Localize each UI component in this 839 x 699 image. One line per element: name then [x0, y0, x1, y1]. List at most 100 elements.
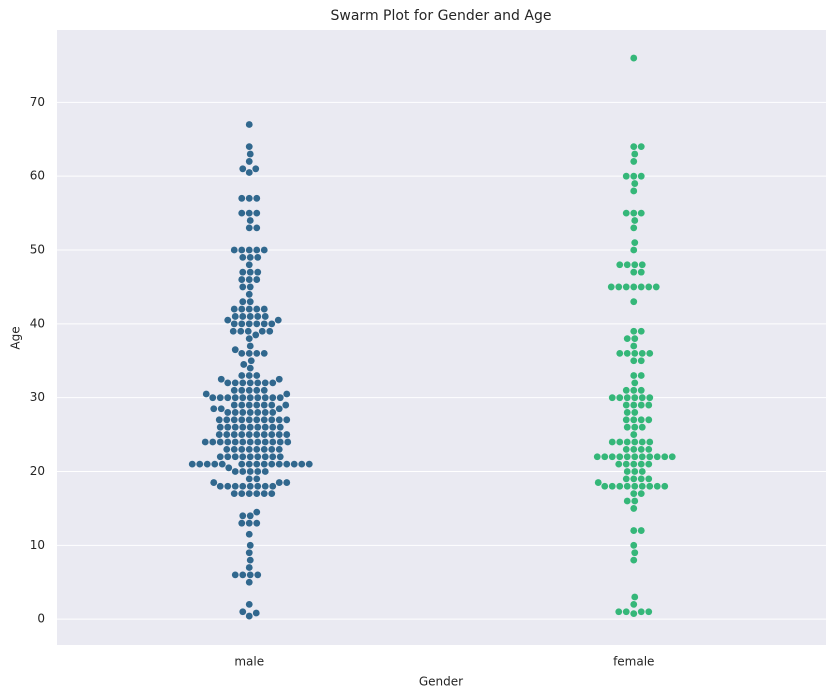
swarm-point [269, 438, 277, 446]
swarm-point [231, 394, 239, 402]
swarm-point [298, 460, 306, 468]
swarm-point [239, 283, 247, 291]
swarm-point [253, 460, 261, 468]
swarm-point [209, 438, 217, 446]
swarm-point [261, 453, 269, 461]
swarm-point [630, 556, 638, 564]
swarm-point [253, 372, 261, 379]
swarm-point [622, 386, 630, 394]
swarm-point [630, 283, 638, 291]
swarm-point [608, 438, 616, 446]
swarm-point [254, 409, 262, 416]
swarm-point [630, 246, 638, 254]
swarm-point [653, 482, 661, 490]
swarm-point [623, 349, 631, 357]
swarm-point [253, 490, 261, 498]
swarm-point [630, 505, 638, 512]
swarm-point [245, 490, 253, 498]
swarm-point [238, 490, 246, 498]
swarm-point [218, 460, 226, 468]
swarm-point [224, 379, 232, 387]
swarm-point [645, 475, 653, 483]
swarm-point [615, 283, 623, 291]
swarm-point [630, 342, 638, 350]
swarm-point [260, 386, 268, 394]
swarm-point [215, 431, 223, 438]
swarm-point [238, 519, 246, 527]
swarm-point [224, 409, 232, 416]
swarm-point [631, 180, 639, 187]
swarm-point [245, 416, 253, 424]
plot-area [57, 30, 826, 645]
swarm-point [261, 438, 269, 446]
swarm-point [594, 479, 602, 486]
swarm-point [631, 497, 639, 505]
swarm-point [239, 268, 247, 276]
swarm-point [245, 305, 253, 313]
swarm-point [622, 445, 630, 453]
swarm-point [252, 331, 260, 339]
swarm-point [630, 298, 638, 306]
swarm-point [254, 482, 262, 490]
swarm-point [622, 401, 630, 409]
swarm-point [631, 453, 639, 461]
swarm-point [246, 217, 254, 224]
swarm-point [246, 468, 254, 475]
swarm-point [253, 305, 261, 313]
swarm-point [230, 246, 238, 254]
swarm-point [246, 313, 254, 320]
swarm-point [637, 143, 645, 151]
swarm-point [244, 327, 252, 335]
swarm-point [231, 346, 239, 354]
swarm-point [231, 379, 239, 387]
swarm-point [239, 409, 247, 416]
swarm-point [623, 497, 631, 505]
swarm-point [253, 431, 261, 438]
swarm-point [238, 209, 246, 217]
swarm-point [238, 445, 246, 453]
swarm-point [661, 482, 669, 490]
swarm-point [261, 409, 269, 416]
swarm-point [224, 316, 232, 324]
swarm-point [238, 460, 246, 468]
swarm-point [253, 519, 261, 527]
swarm-point [253, 194, 261, 202]
swarm-point [637, 327, 645, 335]
swarm-point [245, 246, 253, 254]
swarm-point [245, 261, 253, 269]
swarm-point [637, 490, 645, 498]
swarm-point [653, 453, 661, 461]
swarm-point [239, 571, 247, 579]
swarm-point [266, 327, 274, 335]
swarm-point [260, 431, 268, 438]
swarm-point [231, 409, 239, 416]
swarm-point [630, 401, 638, 409]
swarm-point [253, 224, 261, 232]
swarm-point [240, 361, 248, 368]
swarm-point [283, 390, 291, 398]
swarm-point [253, 246, 261, 254]
swarm-point [231, 482, 239, 490]
swarm-point [225, 464, 233, 472]
swarm-point [637, 372, 645, 379]
swarm-point [630, 143, 638, 151]
swarm-point [230, 401, 238, 409]
swarm-point [223, 416, 231, 424]
swarm-point [260, 445, 268, 453]
swarm-point [239, 313, 247, 320]
swarm-point [246, 482, 254, 490]
swarm-point [245, 143, 253, 151]
swarm-point [637, 172, 645, 180]
swarm-point [646, 438, 654, 446]
swarm-point [245, 290, 253, 298]
swarm-point [637, 475, 645, 483]
swarm-point [238, 194, 246, 202]
swarm-point [631, 482, 639, 490]
swarm-point [246, 409, 254, 416]
swarm-point [622, 283, 630, 291]
swarm-point [246, 423, 254, 431]
swarm-point [239, 423, 247, 431]
swarm-point [630, 357, 638, 365]
swarm-point [216, 423, 224, 431]
swarm-point [252, 609, 260, 617]
